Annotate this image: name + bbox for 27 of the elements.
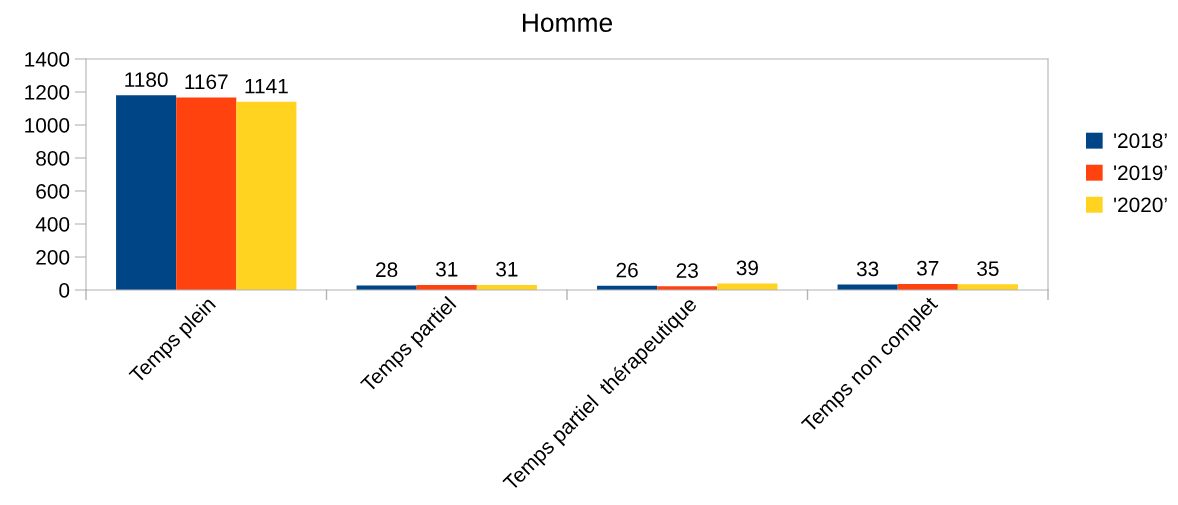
bar xyxy=(236,101,297,290)
legend-label: '2019’ xyxy=(1114,165,1167,181)
legend-label: '2018’ xyxy=(1114,133,1167,149)
y-tick-label: 600 xyxy=(36,184,70,199)
data-label: 28 xyxy=(376,262,398,278)
y-tick-label: 400 xyxy=(35,217,70,232)
data-label: 23 xyxy=(676,263,698,278)
y-tick-label: 800 xyxy=(36,151,70,166)
data-label: 35 xyxy=(977,261,999,276)
bar xyxy=(176,97,237,290)
chart-title: Homme xyxy=(522,13,613,33)
data-label: 31 xyxy=(496,261,518,277)
y-tick-label: 1400 xyxy=(25,52,70,67)
legend-label: '2020’ xyxy=(1114,197,1167,213)
data-label: 39 xyxy=(736,260,758,276)
y-tick-label: 0 xyxy=(59,283,70,298)
data-label: 37 xyxy=(916,260,939,276)
data-label: 31 xyxy=(435,261,458,277)
data-label: 33 xyxy=(856,261,879,277)
y-tick-label: 200 xyxy=(36,250,70,265)
data-label: 1141 xyxy=(245,78,288,94)
y-tick-label: 1000 xyxy=(25,118,70,133)
bar xyxy=(116,95,177,290)
y-tick-label: 1200 xyxy=(25,85,70,100)
data-label: 1167 xyxy=(185,74,228,90)
data-label: 26 xyxy=(616,262,638,278)
data-label: 1180 xyxy=(125,72,168,88)
